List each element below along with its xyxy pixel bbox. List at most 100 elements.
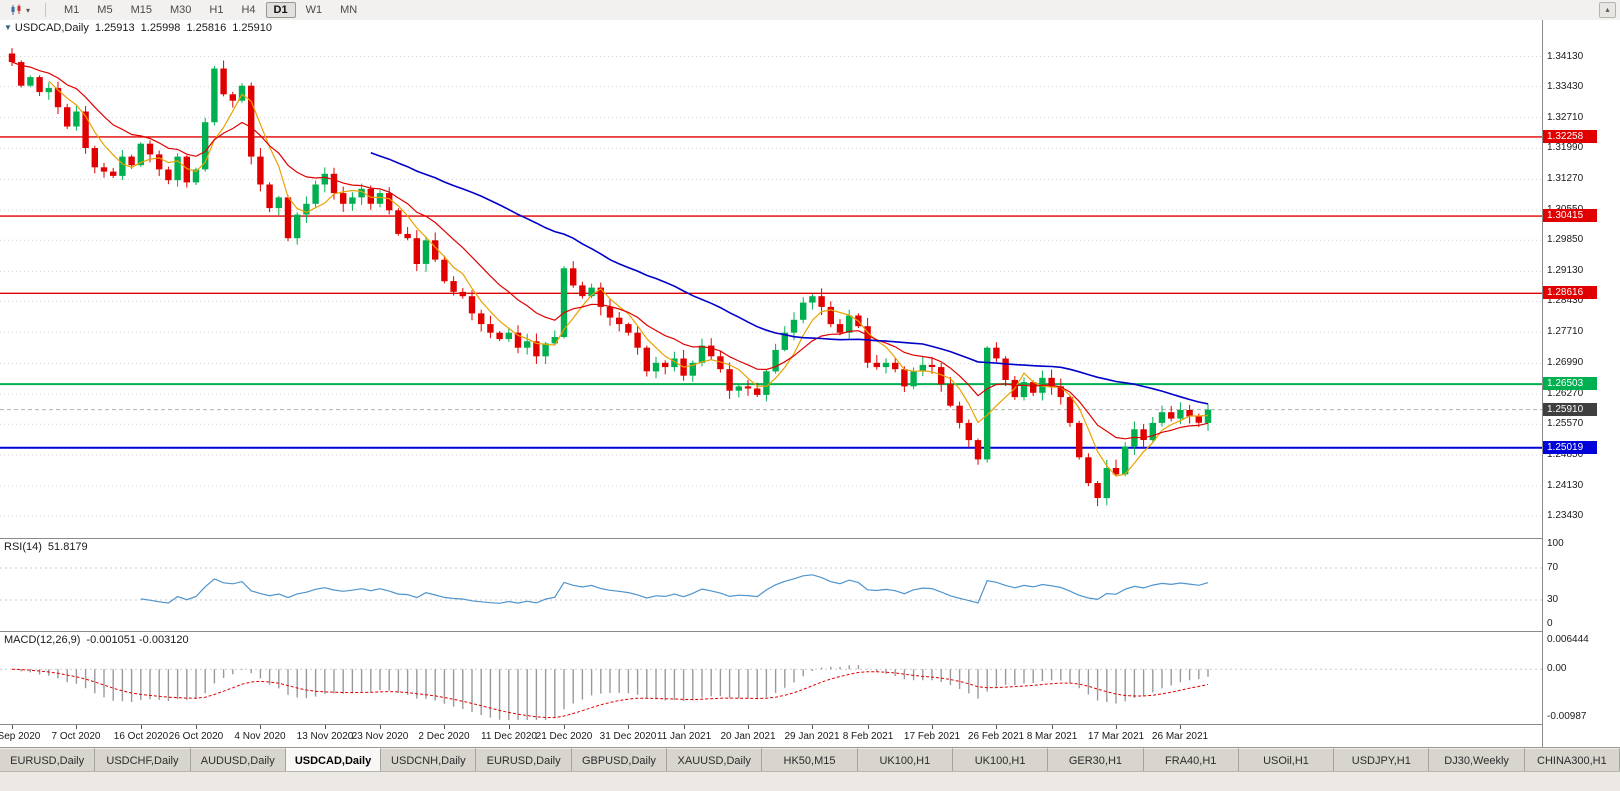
date-axis-label: 26 Feb 2021 — [967, 731, 1025, 742]
period-button-h4[interactable]: H4 — [241, 4, 256, 16]
period-button-mn[interactable]: MN — [340, 4, 358, 16]
tab-4-usdcnh-daily[interactable]: USDCNH,Daily — [381, 748, 477, 772]
rsi-axis-label: 70 — [1547, 562, 1559, 573]
period-button-m15[interactable]: M15 — [130, 4, 152, 16]
toolbar-separator — [45, 3, 47, 17]
tab-2-audusd-daily[interactable]: AUDUSD,Daily — [190, 748, 286, 772]
candlestick-chart-icon — [11, 4, 21, 15]
chart-type-button[interactable]: ▾ — [5, 2, 35, 18]
macd-svg — [0, 665, 1542, 720]
ma-line-1[interactable] — [11, 61, 1209, 440]
tab-15-dj30-weekly[interactable]: DJ30,Weekly — [1429, 748, 1525, 772]
date-axis-label: 13 Nov 2020 — [296, 731, 354, 742]
period-button-w1[interactable]: W1 — [305, 4, 323, 16]
tab-3-usdcad-daily[interactable]: USDCAD,Daily — [285, 748, 382, 772]
level-price-tag-1.25019: 1.25019 — [1543, 441, 1597, 454]
price-axis-label: 1.26270 — [1547, 388, 1584, 399]
timeframe-toolbar: ▾ M1 M5 M15 M30 H1 H4 D1 W1 MN ▴ — [0, 0, 1620, 21]
toolbar-overflow-button[interactable]: ▴ — [1599, 2, 1616, 18]
current-price-tag: 1.25910 — [1543, 403, 1597, 416]
price-axis-label: 1.31990 — [1547, 142, 1584, 153]
period-button-h1[interactable]: H1 — [209, 4, 224, 16]
ma-line-2[interactable] — [370, 152, 1209, 405]
date-axis-label: 8 Feb 2021 — [842, 731, 894, 742]
date-tick — [444, 725, 445, 729]
ma-line-0[interactable] — [48, 80, 1209, 477]
ohlc-close: 1.25910 — [232, 22, 272, 34]
panel-separator[interactable] — [0, 631, 1620, 632]
date-axis-label: 28 Sep 2020 — [0, 731, 41, 742]
macd-signal-line[interactable] — [11, 668, 1209, 719]
grid-layer — [0, 56, 1542, 517]
period-button-m5[interactable]: M5 — [97, 4, 113, 16]
tab-1-usdchf-daily[interactable]: USDCHF,Daily — [95, 748, 191, 772]
tab-6-gbpusd-daily[interactable]: GBPUSD,Daily — [571, 748, 668, 772]
rsi-label: RSI(14) — [4, 541, 42, 553]
panel-separator[interactable] — [0, 538, 1620, 539]
date-tick — [76, 725, 77, 729]
chevron-down-icon: ▾ — [26, 5, 31, 15]
macd-axis-label: 0.006444 — [1547, 634, 1589, 645]
price-axis-label: 1.32710 — [1547, 112, 1584, 123]
date-tick — [260, 725, 261, 729]
price-chart-canvas[interactable]: ▼ USDCAD,Daily 1.25913 1.25998 1.25816 1.2591… — [0, 20, 1542, 538]
tab-11-ger30-h1[interactable]: GER30,H1 — [1048, 748, 1144, 772]
period-button-m1[interactable]: M1 — [64, 4, 80, 16]
date-axis-label: 2 Dec 2020 — [418, 731, 470, 742]
tab-7-xauusd-daily[interactable]: XAUUSD,Daily — [667, 748, 763, 772]
date-tick — [509, 725, 510, 729]
macd-axis-label: 0.00 — [1547, 663, 1567, 674]
price-axis[interactable]: 1.341301.334301.327101.319901.312701.305… — [1542, 20, 1620, 747]
tab-16-china300-h1[interactable]: CHINA300,H1 — [1524, 748, 1620, 772]
level-price-tag-1.28616: 1.28616 — [1543, 286, 1597, 299]
date-axis-label: 11 Jan 2021 — [656, 731, 712, 742]
date-tick — [932, 725, 933, 729]
macd-axis-label: -0.00987 — [1547, 711, 1587, 722]
date-tick — [1052, 725, 1053, 729]
level-price-tag-1.26503: 1.26503 — [1543, 377, 1597, 390]
price-axis-label: 1.24130 — [1547, 480, 1584, 491]
date-tick — [748, 725, 749, 729]
level-price-tag-1.30415: 1.30415 — [1543, 209, 1597, 222]
rsi-panel-canvas[interactable]: RSI(14) 51.8179 — [0, 539, 1542, 631]
date-axis-label: 17 Feb 2021 — [903, 731, 961, 742]
date-axis-label: 16 Oct 2020 — [113, 731, 169, 742]
candles-layer — [8, 48, 1212, 507]
rsi-line[interactable] — [140, 574, 1209, 604]
rsi-svg — [0, 567, 1542, 604]
rsi-value: 51.8179 — [47, 541, 88, 553]
price-axis-label: 1.29850 — [1547, 234, 1584, 245]
date-axis-label: 26 Mar 2021 — [1151, 731, 1209, 742]
period-button-m30[interactable]: M30 — [169, 4, 192, 16]
tab-8-hk50-m15[interactable]: HK50,M15 — [762, 748, 858, 772]
date-axis-label: 23 Nov 2020 — [351, 731, 409, 742]
tab-14-usdjpy-h1[interactable]: USDJPY,H1 — [1334, 748, 1430, 772]
macd-panel-canvas[interactable]: MACD(12,26,9) -0.001051 -0.003120 — [0, 632, 1542, 724]
tab-10-uk100-h1[interactable]: UK100,H1 — [952, 748, 1049, 772]
price-axis-label: 1.34130 — [1547, 51, 1584, 62]
price-axis-label: 1.26990 — [1547, 357, 1584, 368]
tab-5-eurusd-daily[interactable]: EURUSD,Daily — [476, 748, 572, 772]
date-axis-label: 26 Oct 2020 — [168, 731, 224, 742]
macd-label: MACD(12,26,9) — [4, 634, 81, 646]
rsi-title: RSI(14) 51.8179 — [4, 541, 88, 553]
period-button-d1[interactable]: D1 — [265, 2, 296, 18]
rsi-axis-label: 0 — [1547, 618, 1553, 629]
rsi-axis-label: 100 — [1547, 538, 1564, 549]
date-axis-label: 7 Oct 2020 — [51, 731, 101, 742]
price-axis-label: 1.24850 — [1547, 449, 1584, 460]
macd-histogram — [20, 665, 1209, 720]
date-tick — [996, 725, 997, 729]
panel-separator — [0, 724, 1620, 725]
date-tick — [1116, 725, 1117, 729]
price-axis-label: 1.28430 — [1547, 295, 1584, 306]
tab-12-fra40-h1[interactable]: FRA40,H1 — [1143, 748, 1239, 772]
date-tick — [196, 725, 197, 729]
tab-9-uk100-h1[interactable]: UK100,H1 — [857, 748, 953, 772]
tab-0-eurusd-daily[interactable]: EURUSD,Daily — [0, 748, 96, 772]
ohlc-high: 1.25998 — [140, 22, 181, 34]
date-tick — [564, 725, 565, 729]
tab-13-usoil-h1[interactable]: USOil,H1 — [1238, 748, 1335, 772]
